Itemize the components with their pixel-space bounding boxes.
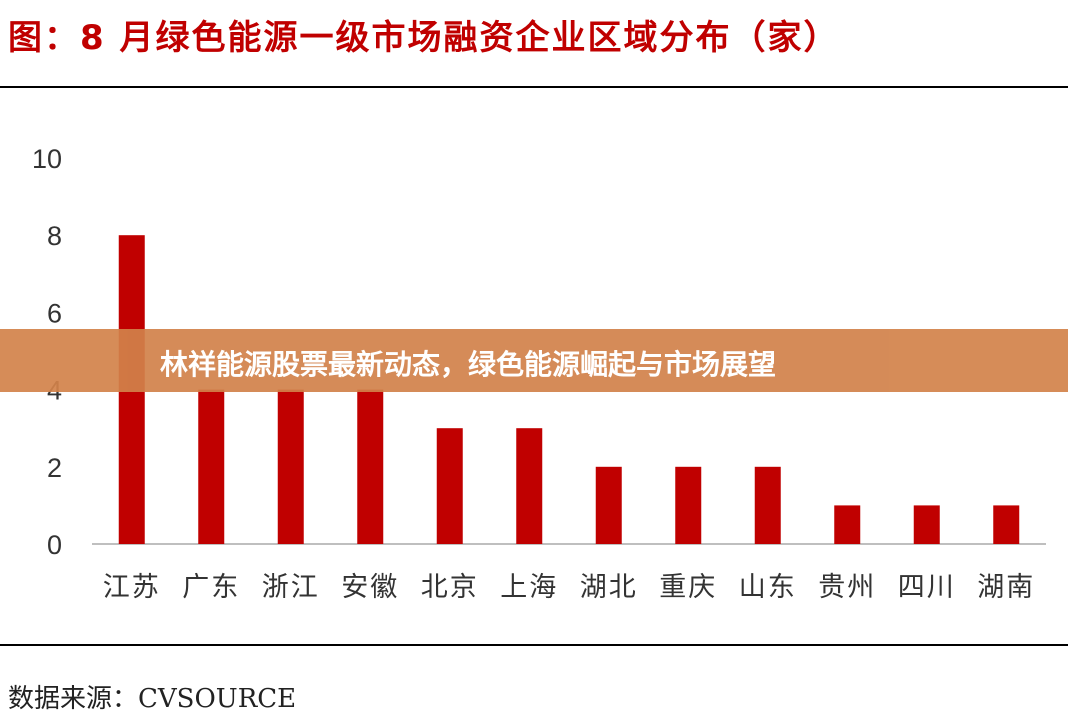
- y-tick-label: 10: [32, 144, 62, 174]
- bar: [993, 505, 1020, 544]
- x-tick-label: 湖北: [580, 572, 638, 603]
- y-tick-label: 8: [47, 221, 62, 251]
- bar: [357, 389, 384, 544]
- y-tick-label: 6: [47, 298, 62, 328]
- bar: [516, 428, 543, 544]
- x-tick-label: 上海: [500, 572, 558, 603]
- x-tick-label: 山东: [739, 572, 797, 603]
- bar: [198, 389, 225, 544]
- top-rule: [0, 86, 1068, 88]
- x-tick-label: 贵州: [818, 572, 876, 603]
- x-tick-label: 江苏: [103, 572, 161, 603]
- x-tick-label: 浙江: [262, 572, 320, 603]
- chart-title: 图：8 月绿色能源一级市场融资企业区域分布（家）: [8, 18, 840, 58]
- x-tick-label: 广东: [182, 572, 240, 603]
- x-tick-label: 湖南: [977, 572, 1035, 603]
- bar: [436, 428, 463, 544]
- y-tick-label: 2: [47, 453, 62, 483]
- x-tick-label: 重庆: [659, 572, 717, 603]
- bar: [834, 505, 861, 544]
- headline-text: 林祥能源股票最新动态，绿色能源崛起与市场展望: [160, 348, 777, 381]
- source-note: 数据来源：CVSOURCE: [8, 684, 297, 714]
- bar: [675, 466, 702, 544]
- bar: [277, 389, 304, 544]
- y-tick-label: 0: [47, 530, 62, 560]
- x-tick-label: 四川: [898, 572, 956, 603]
- bar: [595, 466, 622, 544]
- x-tick-label: 北京: [421, 572, 479, 603]
- bar: [754, 466, 781, 544]
- bottom-rule: [0, 644, 1068, 646]
- x-tick-label: 安徽: [341, 572, 399, 603]
- bar: [913, 505, 940, 544]
- headline-banner: 林祥能源股票最新动态，绿色能源崛起与市场展望: [0, 329, 1068, 392]
